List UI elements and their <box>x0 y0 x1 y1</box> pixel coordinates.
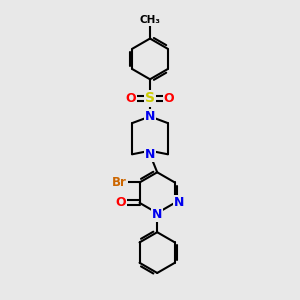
Text: CH₃: CH₃ <box>140 15 160 25</box>
Text: N: N <box>145 110 155 123</box>
Text: O: O <box>164 92 175 105</box>
Text: N: N <box>145 148 155 161</box>
Text: N: N <box>174 196 184 209</box>
Text: S: S <box>145 92 155 106</box>
Text: O: O <box>115 196 126 209</box>
Text: N: N <box>152 208 162 221</box>
Text: O: O <box>125 92 136 105</box>
Text: Br: Br <box>112 176 127 189</box>
